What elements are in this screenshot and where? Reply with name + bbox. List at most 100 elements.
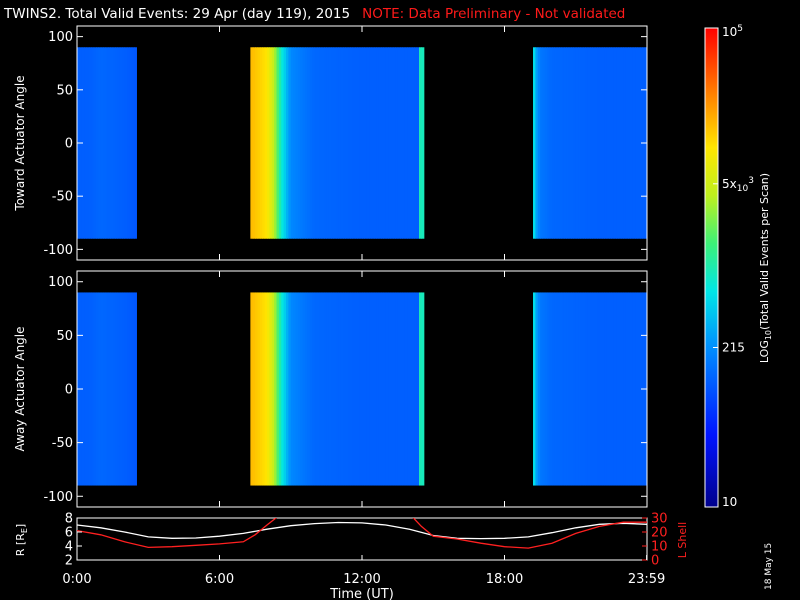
heatmap-cell — [611, 292, 615, 486]
heatmap-cell — [117, 47, 121, 239]
orbit-left-tick-label: 6 — [65, 526, 73, 541]
x-tick-label: 23:59 — [628, 572, 665, 587]
heatmap-cell — [533, 47, 536, 239]
heatmap-cell — [276, 47, 280, 239]
heatmap-cell — [84, 47, 88, 239]
heatmap-cell — [328, 47, 332, 239]
heatmap-cell — [352, 47, 356, 239]
heatmap-cell — [281, 292, 285, 486]
heatmap-cell — [288, 292, 292, 486]
heatmap-cell — [369, 47, 373, 239]
heatmap-cell — [319, 47, 323, 239]
heatmap-cell — [404, 292, 408, 486]
heatmap-cell — [385, 292, 389, 486]
heatmap-cell — [302, 292, 306, 486]
heatmap-cell — [122, 47, 126, 239]
away-panel: 100 50 0 -50 -100 Away Actuator Angle — [13, 270, 648, 508]
heatmap-cell — [126, 292, 130, 486]
heatmap-cell — [354, 292, 358, 486]
heatmap-cell — [264, 47, 268, 239]
heatmap-cell — [630, 292, 634, 486]
heatmap-cell — [585, 292, 589, 486]
colorbar-tick-label: 215 — [722, 340, 745, 354]
heatmap-cell — [395, 47, 399, 239]
heatmap-cell — [107, 292, 111, 486]
heatmap-cell — [250, 47, 254, 239]
x-axis-label: Time (UT) — [329, 587, 394, 600]
heatmap-cell — [331, 47, 335, 239]
heatmap-cell — [119, 47, 123, 239]
heatmap-cell — [628, 47, 631, 239]
heatmap-cell — [559, 292, 563, 486]
heatmap-cell — [134, 47, 137, 239]
chart-title: TWINS2. Total Valid Events: 29 Apr (day … — [4, 6, 351, 22]
orbit-right-tick-label: 20 — [651, 526, 668, 541]
heatmap-cell — [312, 47, 316, 239]
heatmap-cell — [103, 292, 107, 486]
colorbar-label: LOG10(Total Valid Events per Scan) — [758, 173, 773, 363]
heatmap-cell — [364, 47, 368, 239]
heatmap-cell — [316, 292, 320, 486]
heatmap-cell — [338, 47, 342, 239]
heatmap-cell — [568, 292, 572, 486]
orbit-right-label: L Shell — [676, 522, 689, 558]
heatmap-cell — [110, 47, 114, 239]
preliminary-note: NOTE: Data Preliminary - Not validated — [362, 6, 626, 22]
heatmap-cell — [411, 47, 415, 239]
heatmap-cell — [345, 47, 349, 239]
heatmap-cell — [632, 292, 636, 486]
heatmap-cell — [549, 292, 553, 486]
heatmap-cell — [409, 47, 413, 239]
heatmap-cell — [112, 292, 116, 486]
colorbar: 105 5x103 215 10 LOG10(Total Valid Events pe… — [704, 24, 773, 509]
heatmap-cell — [347, 292, 351, 486]
heatmap-cell — [100, 292, 104, 486]
heatmap-cell — [122, 292, 126, 486]
heatmap-cell — [618, 47, 622, 239]
title-line: TWINS2. Total Valid Events: 29 Apr (day … — [4, 6, 625, 22]
y-tick-label: -100 — [43, 243, 73, 258]
y-tick-label: 0 — [65, 137, 73, 152]
heatmap-cell — [628, 292, 631, 486]
heatmap-cell — [535, 292, 539, 486]
heatmap-cell — [105, 47, 109, 239]
heatmap-cell — [552, 47, 555, 239]
heatmap-cell — [343, 292, 346, 486]
heatmap-cell — [573, 47, 577, 239]
heatmap-cell — [86, 292, 90, 486]
heatmap-cell — [630, 47, 634, 239]
orbit-left-tick-label: 4 — [65, 540, 73, 555]
heatmap-cell — [126, 47, 130, 239]
heatmap-cell — [359, 47, 363, 239]
heatmap-cell — [623, 292, 627, 486]
heatmap-cell — [594, 47, 598, 239]
heatmap-cell — [366, 47, 370, 239]
heatmap-cell — [376, 292, 380, 486]
heatmap-cell — [411, 292, 415, 486]
heatmap-cell — [556, 47, 560, 239]
heatmap-cell — [568, 47, 572, 239]
heatmap-cell — [604, 292, 608, 486]
heatmap-cell — [397, 292, 401, 486]
heatmap-cell — [255, 292, 259, 486]
heatmap-cell — [110, 292, 114, 486]
y-tick-label: 50 — [56, 329, 73, 344]
heatmap-cell — [257, 47, 261, 239]
heatmap-cell — [343, 47, 346, 239]
heatmap-cell — [540, 292, 544, 486]
heatmap-cell — [635, 47, 639, 239]
heatmap-cell — [312, 292, 316, 486]
heatmap-cell — [103, 47, 107, 239]
heatmap-cell — [271, 47, 275, 239]
x-tick-label: 0:00 — [62, 572, 91, 587]
heatmap-cell — [297, 47, 301, 239]
heatmap-cell — [129, 292, 133, 486]
heatmap-cell — [131, 292, 135, 486]
heatmap-cell — [535, 47, 539, 239]
heatmap-cell — [262, 292, 266, 486]
heatmap-cell — [252, 292, 256, 486]
heatmap-cell — [307, 47, 311, 239]
heatmap-cell — [587, 292, 591, 486]
heatmap-cell — [383, 47, 387, 239]
heatmap-cell — [563, 47, 567, 239]
